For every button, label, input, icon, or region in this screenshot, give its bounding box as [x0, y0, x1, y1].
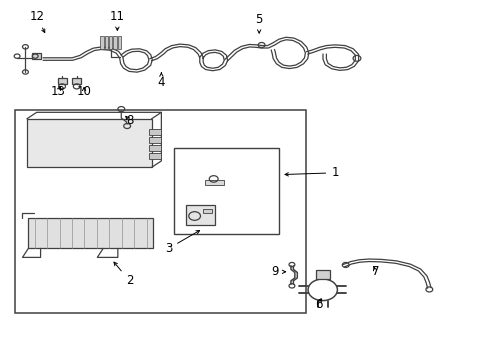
Bar: [118, 36, 121, 49]
Bar: [203, 209, 212, 213]
Text: 12: 12: [29, 10, 45, 32]
Bar: [58, 78, 66, 84]
Text: 2: 2: [114, 262, 133, 287]
Text: 3: 3: [164, 230, 199, 255]
Bar: [315, 270, 329, 279]
Text: 1: 1: [285, 166, 338, 179]
Bar: [205, 180, 224, 185]
Bar: [149, 137, 161, 143]
Bar: [27, 119, 151, 167]
Text: 10: 10: [77, 85, 91, 98]
Bar: [149, 153, 161, 159]
Text: 9: 9: [270, 265, 285, 278]
Bar: [109, 36, 112, 49]
Bar: [104, 36, 108, 49]
Bar: [149, 129, 161, 135]
Text: 13: 13: [50, 85, 65, 98]
Text: 4: 4: [157, 73, 165, 89]
Bar: [28, 218, 153, 248]
Bar: [15, 110, 305, 313]
Text: 5: 5: [255, 13, 263, 33]
Text: 7: 7: [371, 265, 379, 278]
Text: 6: 6: [314, 298, 322, 311]
Bar: [113, 36, 117, 49]
Text: 11: 11: [110, 10, 124, 30]
Text: 8: 8: [125, 114, 133, 127]
Bar: [100, 36, 103, 49]
Bar: [32, 53, 41, 59]
Bar: [72, 78, 81, 84]
Bar: [185, 205, 215, 225]
Bar: [149, 145, 161, 151]
Bar: [173, 148, 278, 234]
